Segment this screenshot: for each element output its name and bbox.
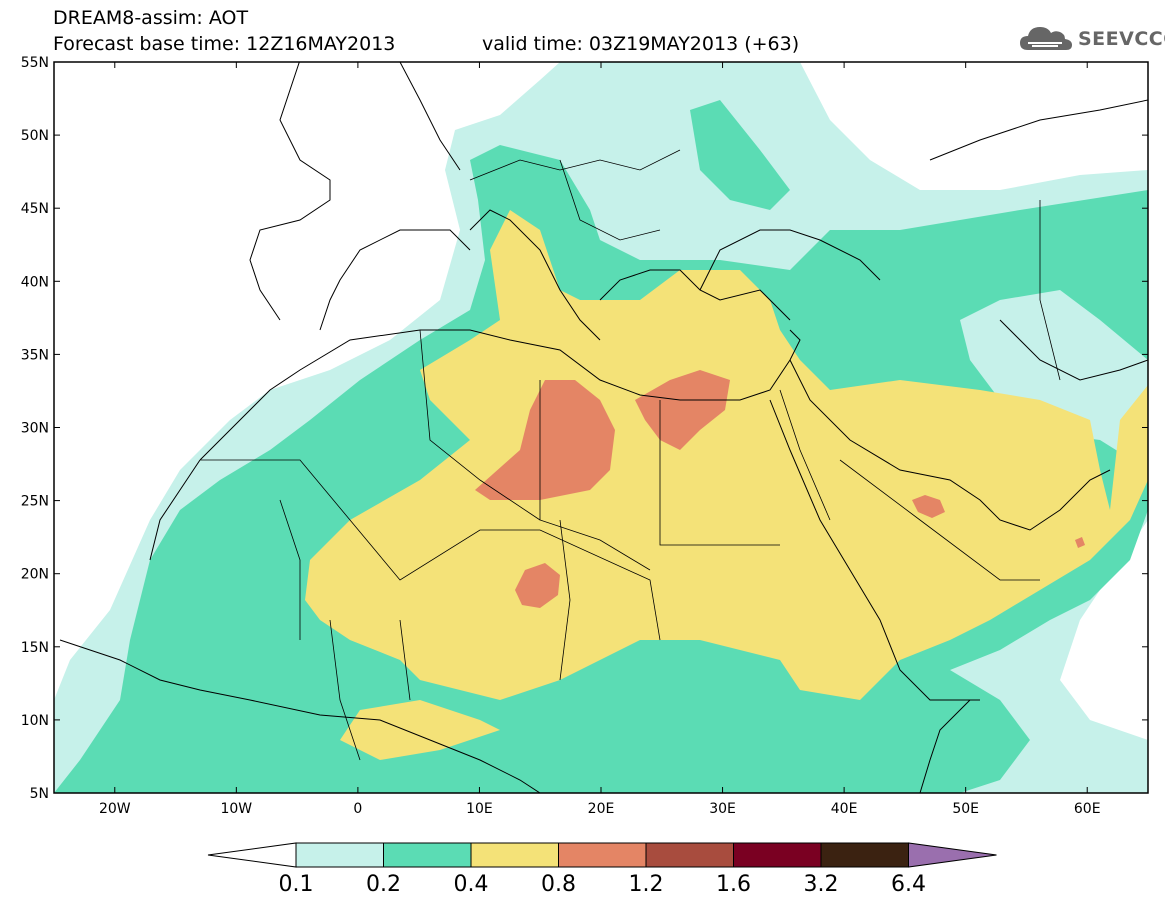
aot-band-0-4 [305,210,1148,700]
lon-label: 40E [831,801,858,817]
colorbar-label: 1.2 [628,872,664,897]
seevccc-logo: SEEVCCC [1018,22,1165,56]
lon-label: 20E [588,801,615,817]
lat-label: 10N [21,713,49,729]
colorbar-label: 0.4 [453,872,489,897]
cloud-icon [1020,27,1072,50]
lat-label: 40N [21,274,49,290]
colorbar-label: 0.8 [541,872,576,897]
colorbar-under-arrow [207,842,297,868]
colorbar-label: 0.1 [278,872,314,897]
logo-text: SEEVCCC [1078,28,1165,50]
lat-label: 5N [30,786,49,802]
lat-label: 45N [21,201,49,217]
colorbar-label: 6.4 [891,872,926,897]
colorbar-label: 0.2 [366,872,401,897]
country-borders [200,149,1061,761]
lat-label: 25N [21,494,49,510]
colorbar [207,842,997,868]
map-title: DREAM8-assim: AOT [53,7,249,29]
colorbar-swatch [733,842,822,868]
colorbar-label: 1.6 [716,872,751,897]
lon-label: 10E [466,801,493,817]
colorbar-swatch [558,842,647,868]
lon-label: 0 [353,801,362,817]
lon-label: 10W [220,801,252,817]
colorbar-label: 3.2 [803,872,839,897]
coastlines [59,62,1148,793]
lat-label: 50N [21,128,49,144]
lat-label: 30N [21,421,49,437]
colorbar-swatch [295,842,384,868]
lon-label: 30E [709,801,736,817]
colorbar-swatch [470,842,559,868]
lon-label: 60E [1074,801,1101,817]
latitude-ticks: 55N 50N 45N 40N 35N 30N 25N 20N 15N 10N 5N [21,55,1148,802]
lat-label: 15N [21,640,49,656]
aot-band-0-8 [475,380,615,500]
lon-label: 20W [99,801,131,817]
lat-label: 20N [21,567,49,583]
longitude-ticks: 20W 10W 0 10E 20E 30E 40E 50E 60E [99,62,1101,817]
colorbar-swatch [645,842,734,868]
forecast-base-time: Forecast base time: 12Z16MAY2013 [53,33,396,55]
lat-label: 55N [21,55,49,71]
lat-label: 35N [21,347,49,363]
colorbar-swatch [820,842,909,868]
colorbar-swatch [383,842,472,868]
colorbar-over-arrow [908,842,997,868]
valid-time: valid time: 03Z19MAY2013 (+63) [482,33,800,55]
lon-label: 50E [952,801,979,817]
